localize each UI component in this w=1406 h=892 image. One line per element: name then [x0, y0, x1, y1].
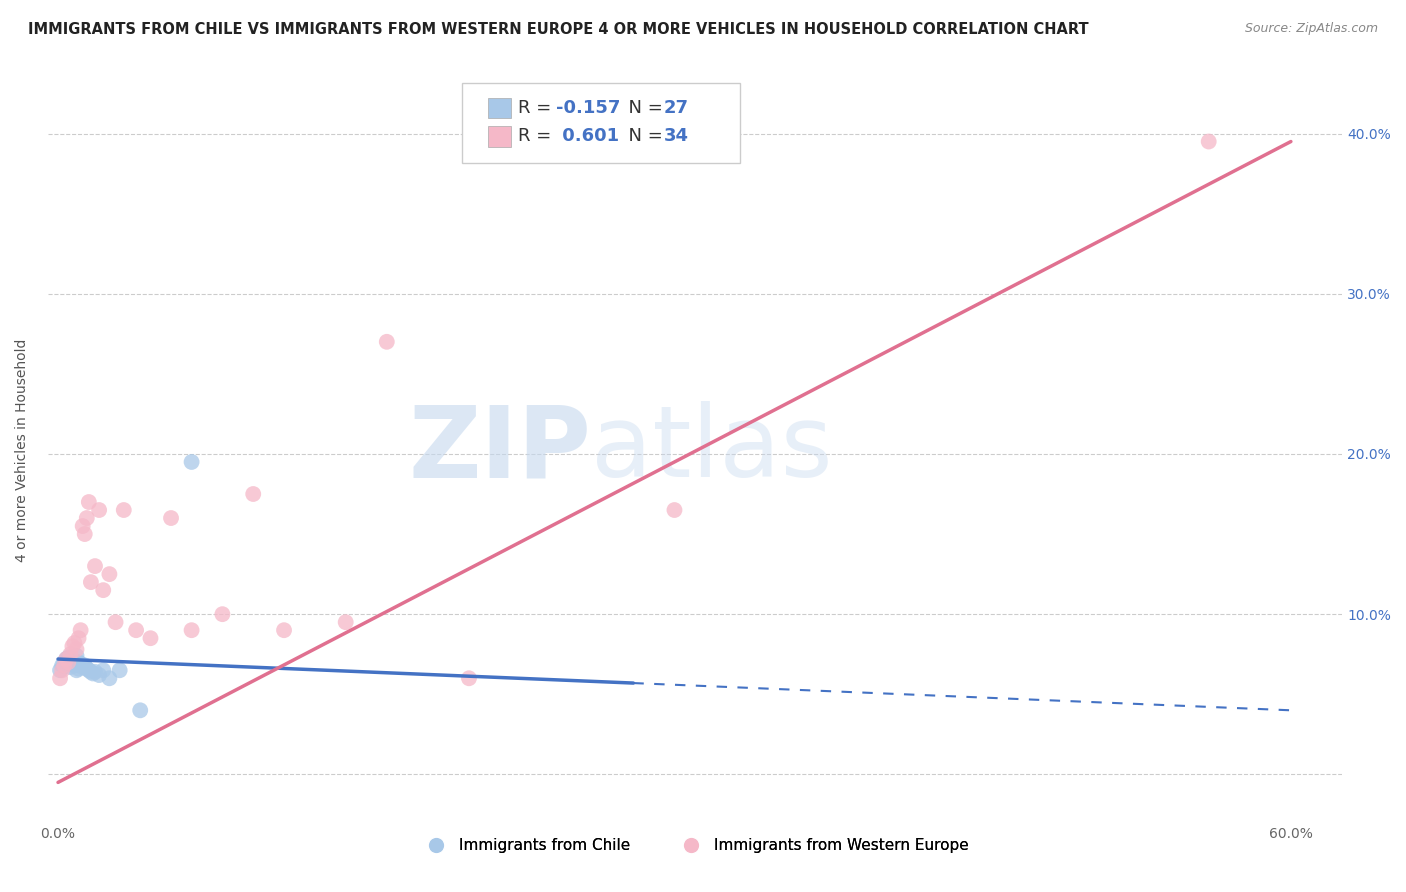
- Point: [87, 503, 110, 517]
- Point: [458, 671, 481, 685]
- Point: [273, 623, 295, 637]
- Point: [65, 663, 87, 677]
- Point: [63, 658, 86, 673]
- Point: [77, 495, 100, 509]
- Point: [98, 671, 121, 685]
- Point: [180, 623, 202, 637]
- Point: [112, 503, 135, 517]
- Point: [125, 623, 148, 637]
- Point: [65, 642, 87, 657]
- Text: N =: N =: [617, 99, 669, 117]
- Point: [58, 650, 80, 665]
- Point: [375, 334, 398, 349]
- Text: IMMIGRANTS FROM CHILE VS IMMIGRANTS FROM WESTERN EUROPE 4 OR MORE VEHICLES IN HO: IMMIGRANTS FROM CHILE VS IMMIGRANTS FROM…: [28, 22, 1088, 37]
- Point: [129, 703, 152, 717]
- Point: [77, 663, 100, 677]
- Point: [67, 655, 90, 669]
- Point: [51, 663, 73, 677]
- Point: [104, 615, 127, 630]
- Point: [664, 503, 686, 517]
- Point: [1198, 135, 1220, 149]
- Text: 27: 27: [664, 99, 689, 117]
- Point: [67, 631, 90, 645]
- Point: [69, 657, 91, 671]
- Point: [242, 487, 264, 501]
- FancyBboxPatch shape: [463, 83, 741, 163]
- Point: [91, 583, 114, 598]
- Point: [69, 623, 91, 637]
- Point: [53, 658, 76, 673]
- Point: [80, 575, 103, 590]
- Text: R =: R =: [517, 99, 557, 117]
- Y-axis label: 4 or more Vehicles in Household: 4 or more Vehicles in Household: [15, 338, 30, 562]
- Point: [49, 663, 72, 677]
- FancyBboxPatch shape: [488, 97, 512, 119]
- FancyBboxPatch shape: [488, 126, 512, 146]
- Point: [59, 660, 82, 674]
- Point: [76, 511, 98, 525]
- Text: Source: ZipAtlas.com: Source: ZipAtlas.com: [1244, 22, 1378, 36]
- Point: [72, 519, 94, 533]
- Text: ZIP: ZIP: [409, 401, 592, 499]
- Text: 34: 34: [664, 128, 689, 145]
- Point: [55, 652, 77, 666]
- Point: [53, 655, 76, 669]
- Point: [108, 663, 131, 677]
- Point: [160, 511, 183, 525]
- Point: [84, 665, 107, 679]
- Point: [91, 663, 114, 677]
- Point: [58, 657, 80, 671]
- Text: R =: R =: [517, 128, 557, 145]
- Text: N =: N =: [617, 128, 669, 145]
- Point: [55, 652, 77, 666]
- Point: [76, 662, 98, 676]
- Legend: Immigrants from Chile, Immigrants from Western Europe: Immigrants from Chile, Immigrants from W…: [415, 832, 976, 860]
- Point: [49, 671, 72, 685]
- Point: [59, 647, 82, 661]
- Point: [211, 607, 233, 622]
- Point: [60, 654, 83, 668]
- Point: [72, 660, 94, 674]
- Point: [87, 668, 110, 682]
- Point: [335, 615, 357, 630]
- Point: [65, 648, 87, 663]
- Point: [98, 567, 121, 582]
- Point: [73, 658, 96, 673]
- Point: [58, 655, 80, 669]
- Text: -0.157: -0.157: [557, 99, 621, 117]
- Text: atlas: atlas: [592, 401, 834, 499]
- Point: [63, 636, 86, 650]
- Point: [51, 658, 73, 673]
- Point: [60, 639, 83, 653]
- Point: [82, 666, 104, 681]
- Point: [67, 662, 90, 676]
- Text: 0.601: 0.601: [557, 128, 620, 145]
- Point: [180, 455, 202, 469]
- Point: [139, 631, 162, 645]
- Point: [73, 527, 96, 541]
- Point: [80, 665, 103, 679]
- Point: [84, 559, 107, 574]
